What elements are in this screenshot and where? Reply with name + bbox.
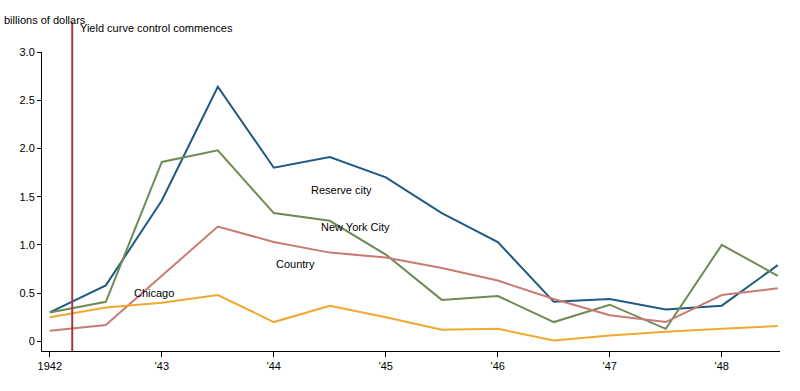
svg-text:1942: 1942	[38, 360, 62, 372]
svg-text:1.0: 1.0	[20, 239, 35, 251]
svg-text:'46: '46	[491, 360, 505, 372]
svg-text:3.0: 3.0	[20, 46, 35, 58]
svg-text:'47: '47	[603, 360, 617, 372]
svg-text:0.5: 0.5	[20, 287, 35, 299]
svg-text:Chicago: Chicago	[134, 287, 174, 299]
svg-text:billions of dollars: billions of dollars	[4, 14, 86, 26]
svg-text:'48: '48	[715, 360, 729, 372]
svg-text:'45: '45	[379, 360, 393, 372]
svg-text:Country: Country	[276, 258, 315, 270]
svg-text:'43: '43	[155, 360, 169, 372]
svg-text:2.0: 2.0	[20, 142, 35, 154]
svg-text:New York City: New York City	[321, 221, 390, 233]
svg-text:2.5: 2.5	[20, 94, 35, 106]
svg-text:Reserve city: Reserve city	[311, 184, 372, 196]
svg-text:Yield curve control commences: Yield curve control commences	[80, 22, 233, 34]
svg-text:0: 0	[29, 335, 35, 347]
svg-text:1.5: 1.5	[20, 191, 35, 203]
svg-text:'44: '44	[267, 360, 281, 372]
